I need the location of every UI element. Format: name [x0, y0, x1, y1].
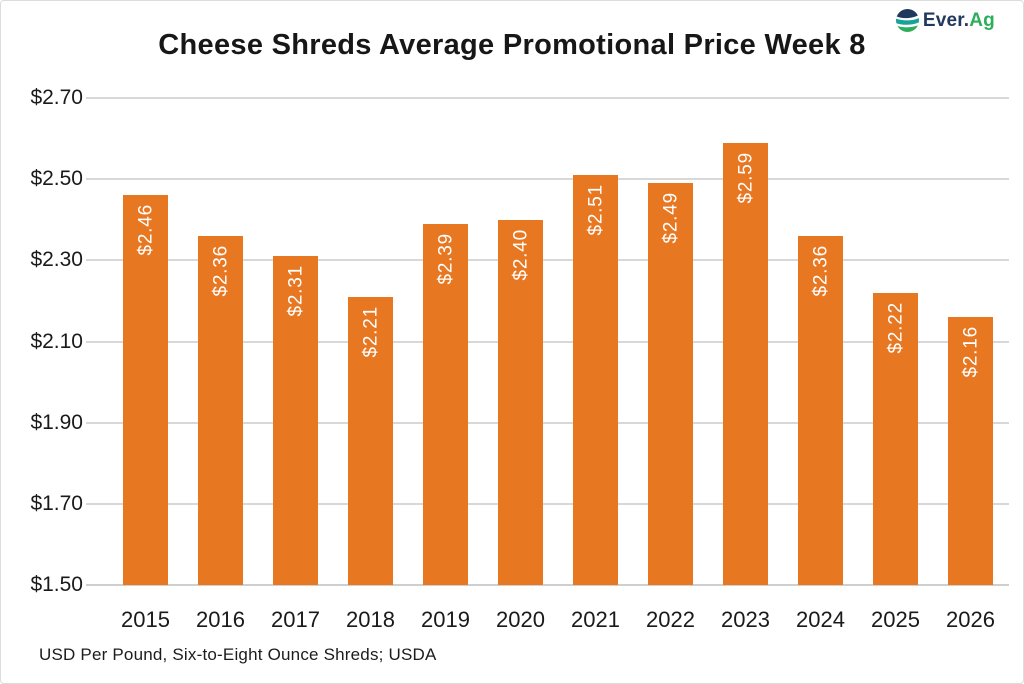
bar-value-label: $2.51: [585, 184, 606, 236]
y-tick-label: $2.70: [30, 86, 83, 109]
bar-2026: $2.16: [948, 317, 993, 585]
logo-text-ag: Ag: [969, 10, 995, 31]
bar-value-label: $2.16: [960, 326, 981, 378]
bar-2019: $2.39: [423, 223, 468, 585]
bar-value-label: $2.36: [210, 244, 231, 297]
everag-logo: Ever.Ag: [895, 9, 995, 32]
bar-value-label: $2.46: [135, 204, 156, 256]
bar-2015: $2.46: [123, 195, 168, 585]
bar-2023: $2.59: [723, 142, 768, 585]
gridline-2.10: [86, 340, 1009, 343]
bar-value-label: $2.40: [510, 228, 531, 281]
logo-text-ever: Ever.: [922, 10, 970, 31]
x-tick-label-2021: 2021: [571, 607, 620, 632]
x-tick-label-2018: 2018: [346, 607, 395, 632]
bar-value-label: $2.36: [810, 244, 831, 297]
bar-value-label: $2.31: [285, 265, 306, 317]
everag-globe-icon: [895, 9, 919, 32]
bar-2016: $2.36: [198, 235, 243, 585]
gridline-1.50: [86, 584, 1009, 586]
bar-value-label: $2.39: [435, 232, 456, 285]
x-tick-label-2015: 2015: [121, 607, 170, 632]
y-tick-label: $1.90: [30, 410, 83, 434]
gridline-1.90: [86, 421, 1009, 424]
x-tick-label-2024: 2024: [796, 607, 845, 632]
x-tick-label-2023: 2023: [721, 607, 770, 632]
bar-value-label: $2.59: [735, 151, 756, 204]
bar-2022: $2.49: [648, 183, 693, 585]
bar-2020: $2.40: [498, 219, 543, 585]
bar-2025: $2.22: [873, 292, 918, 585]
x-tick-label-2025: 2025: [871, 607, 920, 632]
source-note: USD Per Pound, Six-to-Eight Ounce Shreds…: [39, 645, 437, 664]
y-tick-label: $2.10: [30, 329, 83, 353]
gridline-2.50: [86, 178, 1009, 181]
bar-2024: $2.36: [798, 235, 843, 585]
gridline-1.70: [86, 502, 1009, 505]
bar-value-label: $2.22: [885, 301, 906, 354]
bar-2017: $2.31: [273, 256, 318, 585]
x-tick-label-2017: 2017: [271, 607, 320, 632]
bar-value-label: $2.21: [360, 305, 381, 358]
x-tick-label-2016: 2016: [196, 607, 245, 632]
y-tick-label: $2.30: [30, 248, 83, 272]
bar-2021: $2.51: [573, 175, 618, 585]
x-tick-label-2019: 2019: [421, 607, 470, 632]
bar-2018: $2.21: [348, 296, 393, 585]
gridline-2.70: [86, 97, 1009, 99]
y-tick-label: $1.50: [30, 573, 83, 596]
y-tick-label: $1.70: [30, 491, 83, 515]
x-tick-label-2020: 2020: [496, 607, 545, 632]
gridline-2.30: [86, 259, 1009, 262]
x-tick-label-2022: 2022: [646, 607, 695, 632]
chart-title: Cheese Shreds Average Promotional Price …: [158, 29, 866, 61]
bar-value-label: $2.49: [660, 192, 681, 244]
y-tick-label: $2.50: [30, 167, 83, 191]
x-tick-label-2026: 2026: [946, 607, 995, 632]
